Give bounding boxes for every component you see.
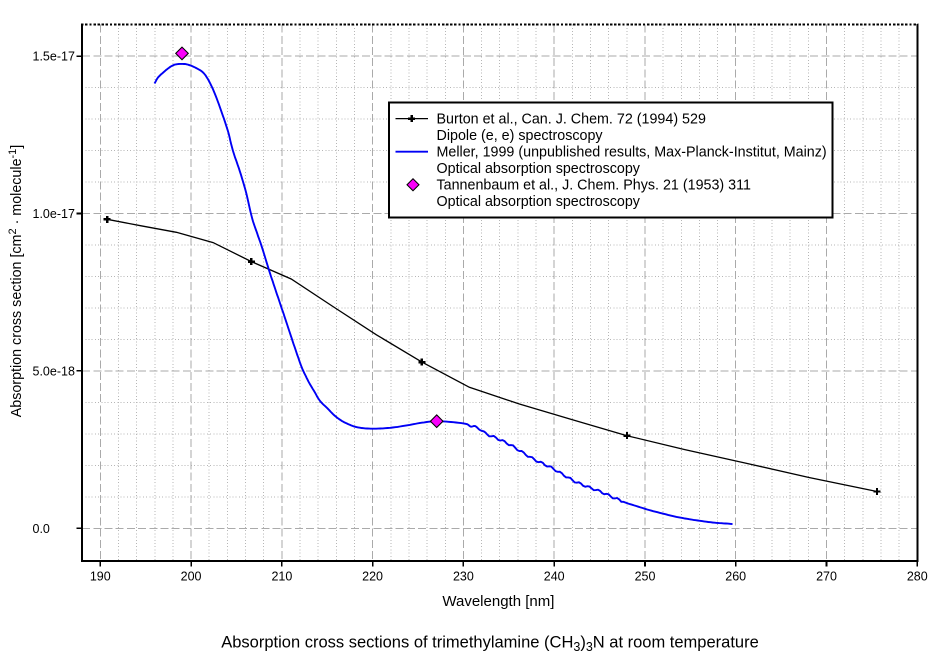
svg-text:210: 210 [271,570,292,584]
svg-text:Absorption cross section [cm2: Absorption cross section [cm2 · molecule… [7,145,25,418]
svg-text:250: 250 [635,570,656,584]
svg-text:190: 190 [90,570,111,584]
svg-text:260: 260 [725,570,746,584]
svg-text:280: 280 [907,570,928,584]
svg-text:230: 230 [453,570,474,584]
svg-text:5.0e-18: 5.0e-18 [33,364,75,378]
svg-text:200: 200 [181,570,202,584]
svg-text:Wavelength [nm]: Wavelength [nm] [442,593,554,610]
svg-text:0.0: 0.0 [33,522,50,536]
svg-text:1.5e-17: 1.5e-17 [33,50,75,64]
svg-text:Optical absorption spectroscop: Optical absorption spectroscopy [437,161,641,177]
svg-text:Burton et al., Can. J. Chem. 7: Burton et al., Can. J. Chem. 72 (1994) 5… [437,111,706,127]
svg-text:Absorption cross sections of t: Absorption cross sections of trimethylam… [221,633,759,654]
svg-text:1.0e-17: 1.0e-17 [33,207,75,221]
svg-text:240: 240 [544,570,565,584]
svg-text:270: 270 [816,570,837,584]
svg-text:Optical absorption spectroscop: Optical absorption spectroscopy [437,194,641,210]
svg-text:Dipole (e, e) spectroscopy: Dipole (e, e) spectroscopy [437,128,604,144]
svg-text:Meller, 1999 (unpublished resu: Meller, 1999 (unpublished results, Max-P… [437,145,827,161]
svg-text:Tannenbaum et al., J. Chem. Ph: Tannenbaum et al., J. Chem. Phys. 21 (19… [437,178,751,194]
svg-text:220: 220 [362,570,383,584]
